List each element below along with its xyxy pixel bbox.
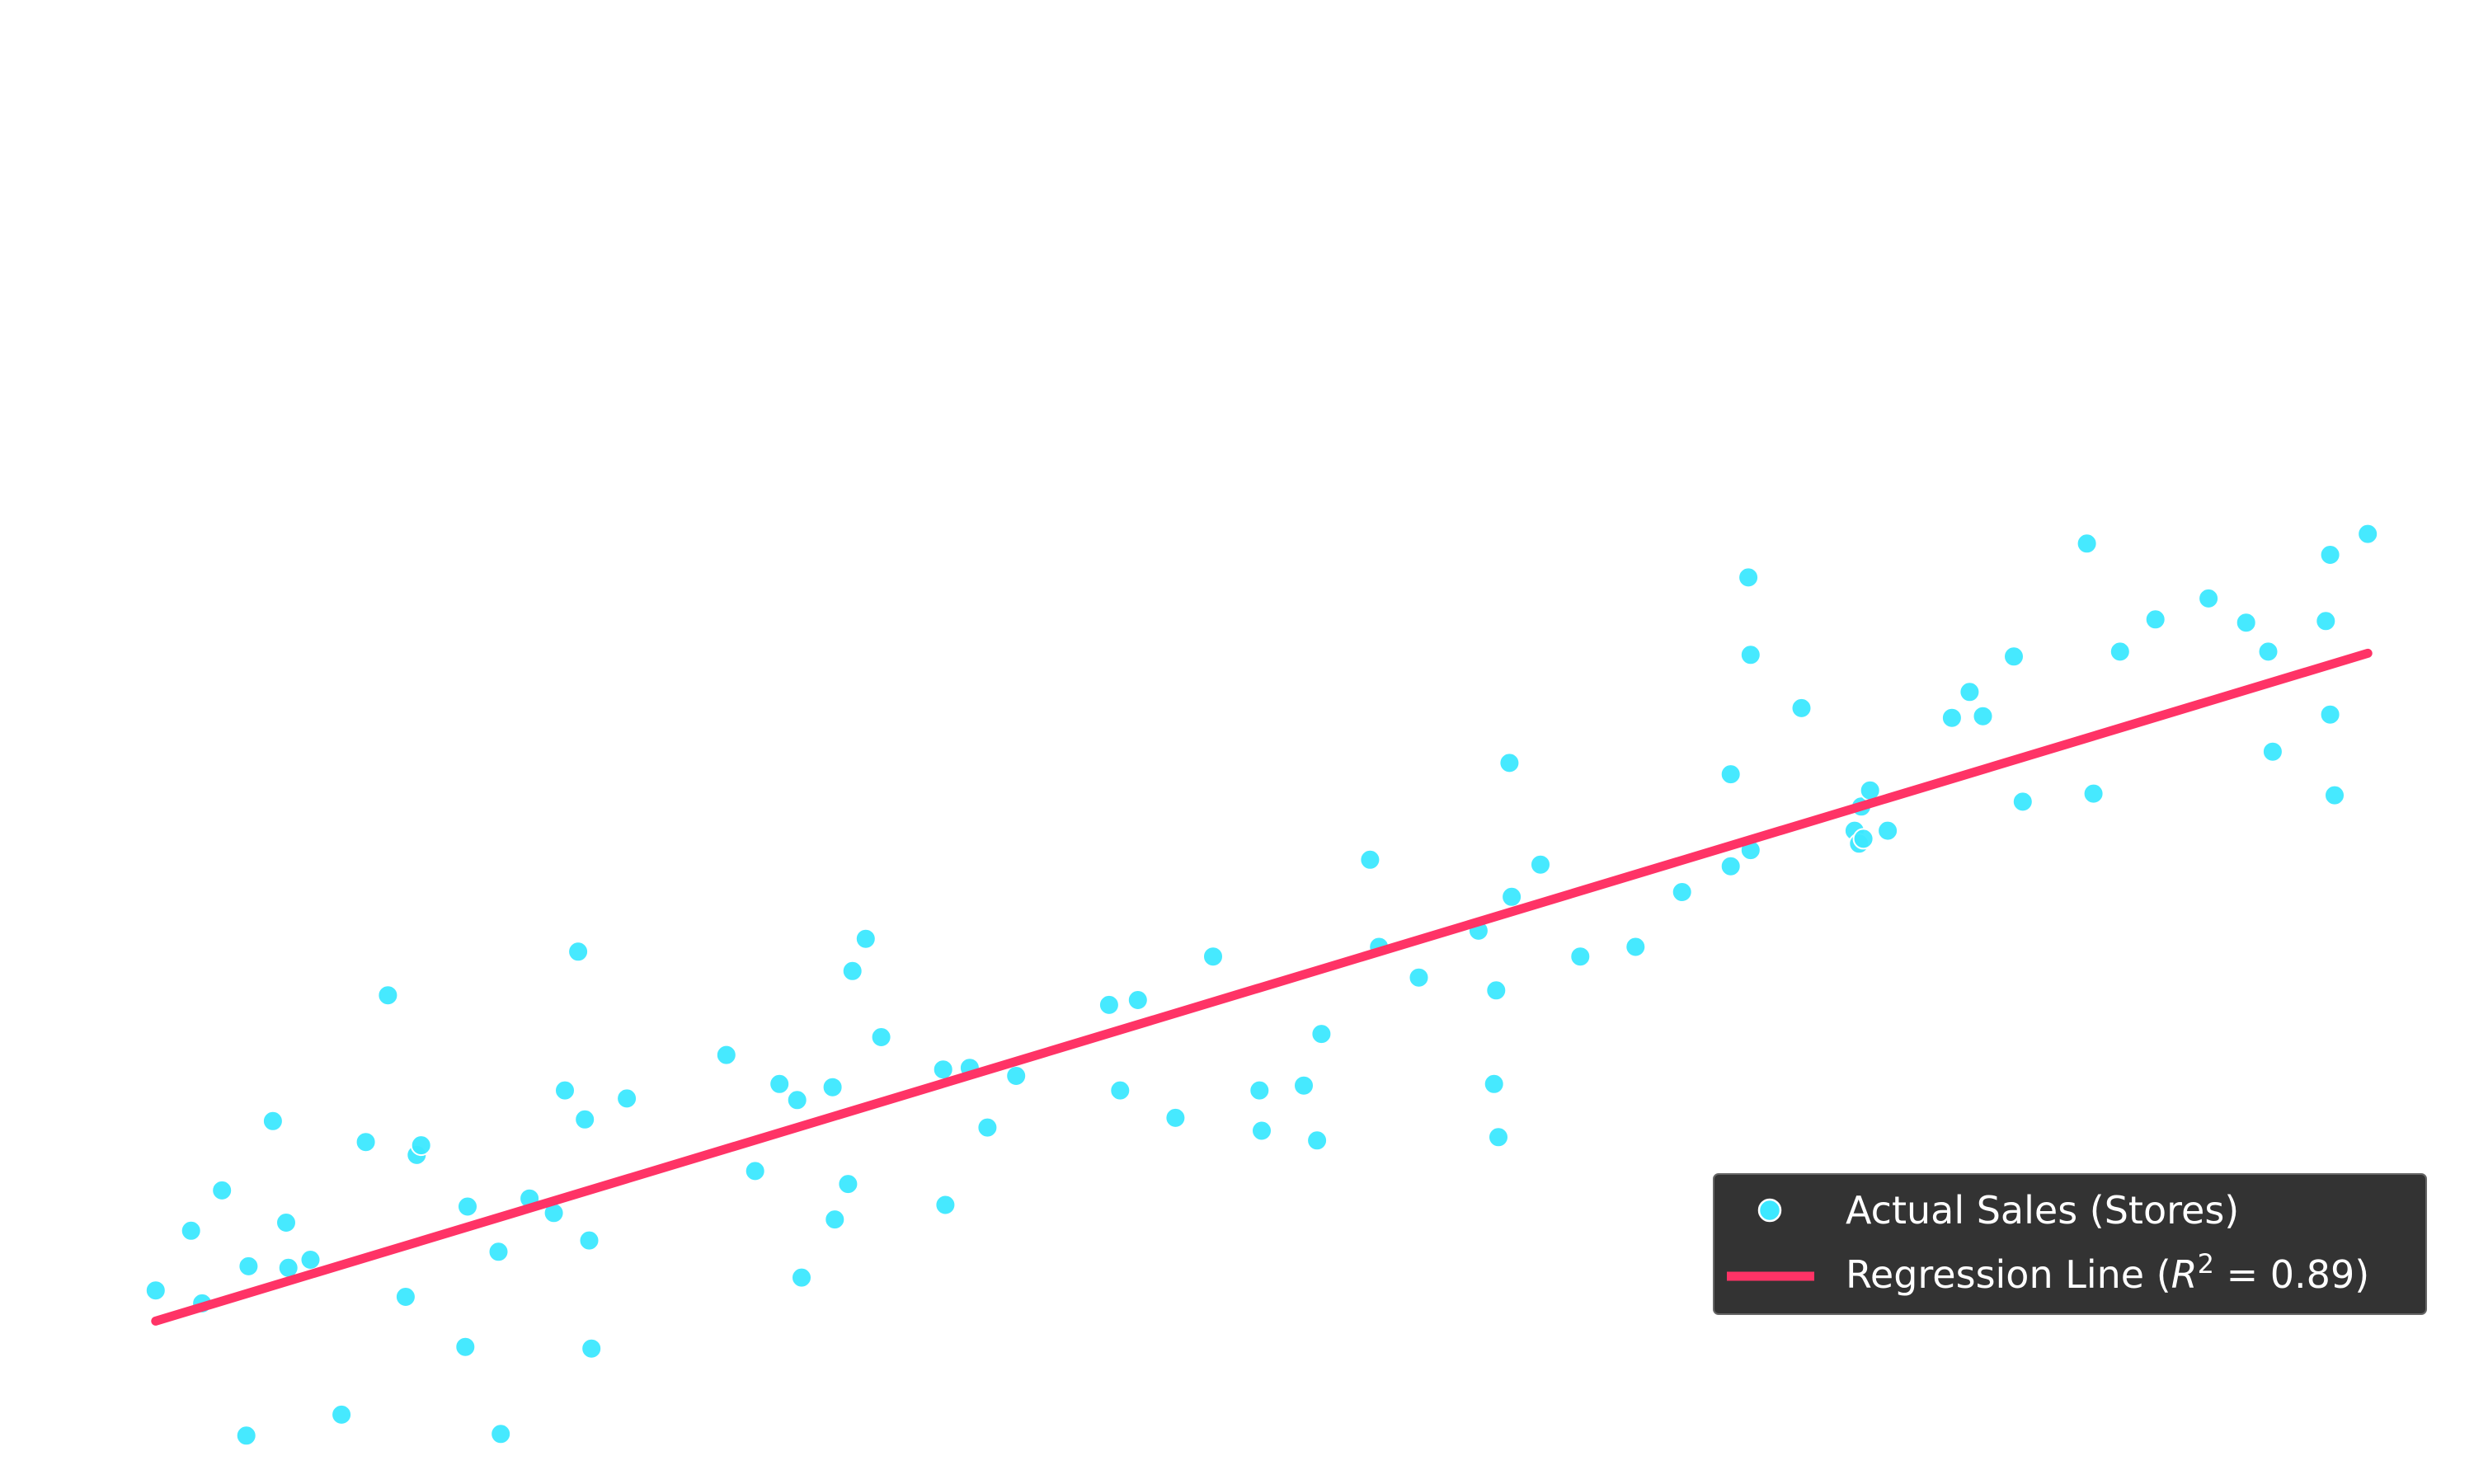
scatter-point [1959, 681, 1981, 703]
scatter-point [1359, 848, 1381, 871]
scatter-point [1671, 881, 1693, 903]
scatter-point [1251, 1120, 1272, 1142]
scatter-point [410, 1134, 432, 1157]
scatter-point [1408, 966, 1430, 989]
scatter-point [2324, 784, 2345, 806]
scatter-point [976, 1116, 999, 1139]
scatter-point [1306, 1129, 1329, 1152]
scatter-point [1488, 1126, 1509, 1148]
scatter-point [1109, 1079, 1131, 1101]
scatter-point [932, 1059, 954, 1081]
scatter-point [2144, 608, 2166, 631]
scatter-point [1739, 644, 1761, 666]
scatter-point [581, 1337, 603, 1360]
scatter-point [235, 1425, 257, 1447]
scatter-point [180, 1219, 202, 1242]
scatter-point [2357, 523, 2379, 545]
regression-line [151, 648, 2373, 1326]
scatter-point [821, 1076, 844, 1098]
scatter-point [2261, 740, 2284, 763]
scatter-point [2319, 544, 2341, 566]
scatter-series [144, 523, 2379, 1447]
scatter-point [1126, 989, 1149, 1011]
scatter-point [1501, 885, 1523, 908]
scatter-point [554, 1079, 576, 1101]
scatter-point [490, 1423, 512, 1445]
scatter-point [1790, 697, 1813, 719]
scatter-point [854, 928, 877, 950]
scatter-point [1485, 979, 1507, 1002]
scatter-point [355, 1131, 377, 1153]
scatter-point [377, 984, 399, 1007]
scatter-point [1498, 752, 1521, 774]
legend-scatter-marker [1757, 1198, 1782, 1223]
scatter-point [870, 1026, 892, 1048]
scatter-point [238, 1255, 260, 1277]
scatter-point [1719, 855, 1742, 877]
scatter-point [715, 1044, 737, 1066]
scatter-point [824, 1209, 846, 1231]
scatter-point [211, 1179, 233, 1201]
scatter-point [1530, 853, 1551, 876]
scatter-point [2109, 641, 2131, 663]
scatter-point [1852, 828, 1874, 850]
scatter-point [837, 1173, 859, 1195]
scatter-point [934, 1194, 957, 1216]
scatter-point [1293, 1074, 1315, 1097]
scatter-point [2003, 646, 2025, 668]
scatter-point [574, 1108, 596, 1130]
scatter-point [1940, 707, 1963, 729]
scatter-point [616, 1087, 638, 1110]
scatter-point [487, 1241, 510, 1263]
scatter-point [2257, 641, 2279, 663]
scatter-point [299, 1249, 322, 1270]
legend: Actual Sales (Stores) Regression Line (R… [1713, 1173, 2427, 1315]
scatter-point [2076, 533, 2098, 555]
scatter-point [394, 1286, 416, 1308]
legend-line-label: Regression Line (R2 = 0.89) [1846, 1248, 2369, 1297]
scatter-point [786, 1089, 808, 1111]
scatter-point [1972, 705, 1994, 727]
scatter-point [2315, 610, 2337, 632]
scatter-point [2198, 587, 2220, 609]
scatter-point [261, 1110, 284, 1132]
scatter-point [841, 960, 863, 982]
scatter-point [1202, 946, 1224, 968]
scatter-point [457, 1195, 478, 1218]
scatter-point [1164, 1106, 1187, 1129]
scatter-point [2082, 782, 2105, 805]
scatter-point [1249, 1079, 1271, 1101]
scatter-point [275, 1212, 297, 1233]
regression-series [151, 648, 2373, 1326]
scatter-point [1310, 1023, 1333, 1045]
scatter-point [1625, 936, 1647, 958]
scatter-point [331, 1403, 353, 1425]
legend-scatter-label: Actual Sales (Stores) [1846, 1188, 2239, 1233]
scatter-point [744, 1160, 766, 1182]
scatter-point [1877, 819, 1899, 842]
scatter-point [1483, 1073, 1505, 1095]
scatter-point [1098, 993, 1120, 1016]
scatter-point [578, 1229, 600, 1252]
scatter-point [2235, 612, 2257, 634]
scatter-point [144, 1280, 167, 1302]
scatter-point [1738, 566, 1760, 589]
scatter-point [1005, 1065, 1028, 1087]
scatter-point [2319, 703, 2341, 726]
scatter-point [769, 1073, 791, 1095]
scatter-point [1569, 946, 1592, 968]
legend-box [1713, 1173, 2427, 1315]
scatter-point [791, 1266, 812, 1289]
scatter-point [567, 941, 590, 963]
scatter-point [454, 1336, 477, 1358]
scatter-point [2011, 791, 2034, 813]
scatter-point [1719, 763, 1742, 786]
